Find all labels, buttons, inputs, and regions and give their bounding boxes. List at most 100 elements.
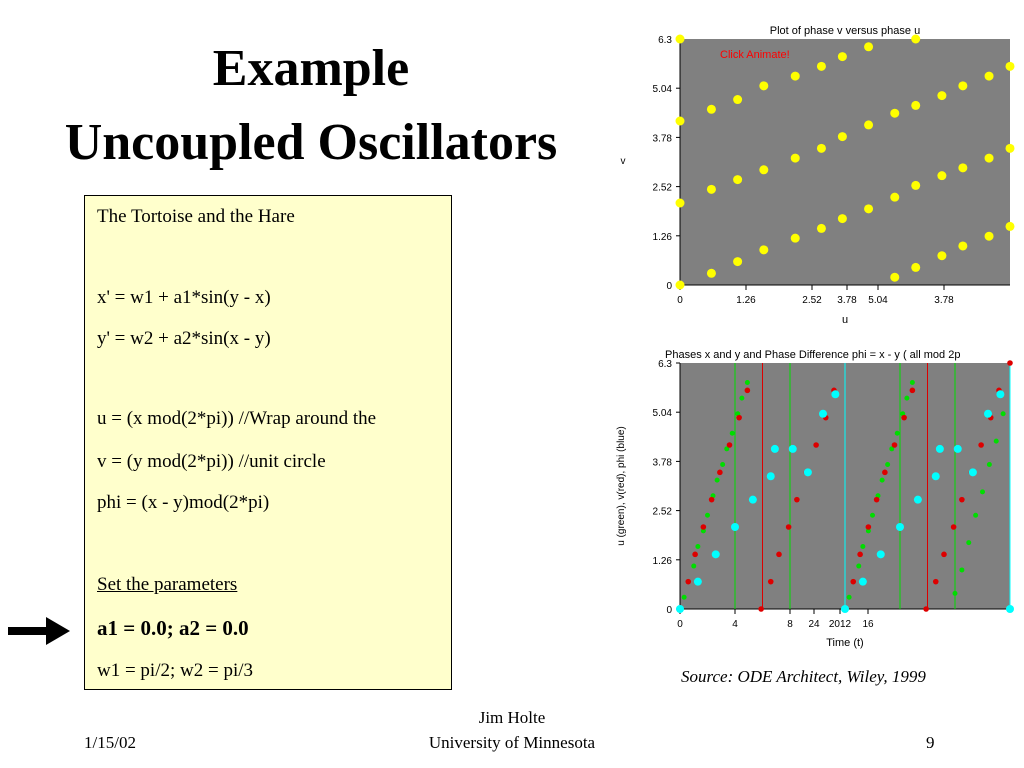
footer-affiliation: University of Minnesota <box>428 733 596 752</box>
phi-blue-point <box>770 444 779 453</box>
phase-point <box>890 272 900 282</box>
chart1-y-tick-label: 0 <box>666 281 672 292</box>
chart1-annotation: Click Animate! <box>720 49 790 61</box>
phase-point <box>675 116 685 126</box>
phi-blue-point <box>731 523 739 531</box>
phase-point <box>675 280 685 290</box>
chart1-y-tick-label: 1.26 <box>653 232 673 243</box>
equation-u: u = (x mod(2*pi)) //Wrap around the <box>97 408 377 429</box>
phase-point <box>937 91 947 101</box>
phase-point <box>958 241 968 251</box>
equation-y-prime: y' = w2 + a2*sin(x - y) <box>97 328 271 349</box>
phase-point <box>984 71 994 81</box>
params-a: a1 = 0.0; a2 = 0.0 <box>97 616 249 640</box>
equations-box: The Tortoise and the Hare x' = w1 + a1*s… <box>84 195 452 690</box>
phase-point <box>1005 61 1015 71</box>
phase-point <box>911 180 921 190</box>
chart1-x-tick-label: 2.52 <box>802 295 822 306</box>
phase-point <box>890 108 900 118</box>
v-red-point <box>873 496 880 503</box>
chart1-y-tick-label: 2.52 <box>653 183 673 194</box>
v-red-point <box>850 578 857 585</box>
arrow-right-icon <box>8 617 70 645</box>
u-green-point <box>885 462 891 468</box>
v-red-point <box>726 442 733 448</box>
phi-blue-point <box>996 390 1005 399</box>
phase-point <box>864 120 874 130</box>
phase-point <box>706 268 716 278</box>
u-green-point <box>894 430 900 436</box>
phase-point <box>816 223 826 233</box>
v-red-point <box>708 496 715 503</box>
phase-point <box>816 143 826 153</box>
phi-blue-point <box>766 472 775 481</box>
phi-blue-point <box>1006 605 1014 613</box>
v-red-point <box>857 551 863 558</box>
phi-blue-point <box>935 444 944 453</box>
phase-point <box>759 165 769 175</box>
phase-point <box>958 81 968 91</box>
chart2-y-tick-label: 3.78 <box>653 457 673 468</box>
u-green-point <box>966 540 972 546</box>
chart1-x-tick-label: 1.26 <box>736 295 756 306</box>
chart2-y-tick-label: 0 <box>666 605 672 616</box>
phi-blue-point <box>913 495 922 504</box>
chart1-ylabel: v <box>621 156 626 167</box>
equation-phi: phi = (x - y)mod(2*pi) <box>97 492 270 513</box>
u-green-point <box>973 512 979 518</box>
v-red-point <box>776 551 782 558</box>
phi-blue-point <box>984 409 992 418</box>
chart2-y-tick-label: 1.26 <box>653 556 673 567</box>
u-green-point <box>720 462 726 468</box>
phase-point <box>864 204 874 214</box>
u-green-point <box>1000 411 1006 417</box>
chart2-x-tick-label: 2012 <box>829 619 852 630</box>
u-green-point <box>724 446 730 452</box>
u-green-point <box>909 380 915 386</box>
u-green-point <box>729 430 735 436</box>
phase-point <box>733 257 743 267</box>
chart1-x-tick-label: 3.78 <box>837 295 857 306</box>
u-green-point <box>714 477 720 483</box>
slide-title-line2: Uncoupled Oscillators <box>64 114 558 171</box>
phi-blue-point <box>841 605 849 613</box>
v-red-point <box>813 442 819 448</box>
u-green-point <box>860 544 866 550</box>
phase-point <box>984 231 994 241</box>
phase-point <box>864 42 874 52</box>
phase-point <box>706 184 716 194</box>
u-green-point <box>739 395 745 401</box>
chart1-x-tick-label: 5.04 <box>868 295 888 306</box>
u-green-point <box>870 512 875 518</box>
u-green-point <box>904 395 910 401</box>
chart2-x-tick-label: 0 <box>677 619 683 630</box>
v-red-point <box>865 524 872 530</box>
phase-point <box>911 262 921 272</box>
v-red-point <box>1007 360 1013 366</box>
v-red-point <box>932 578 939 585</box>
u-green-point <box>856 563 862 569</box>
chart1-y-tick-label: 3.78 <box>653 133 673 144</box>
params-w: w1 = pi/2; w2 = pi/3 <box>97 660 254 681</box>
set-parameters-heading: Set the parameters <box>97 574 238 595</box>
u-green-point <box>705 512 710 518</box>
v-red-point <box>744 387 751 394</box>
phase-point <box>890 192 900 202</box>
phase-point <box>816 61 826 71</box>
u-green-point <box>959 567 965 573</box>
time-series-chart: Phases x and y and Phase Difference phi … <box>616 349 1014 649</box>
slide-title-line1: Example <box>212 40 410 97</box>
phi-blue-point <box>896 523 904 531</box>
chart1-y-tick-label: 5.04 <box>653 84 673 95</box>
u-green-point <box>952 590 958 596</box>
chart2-x-tick-label: 24 <box>808 619 820 630</box>
v-red-point <box>882 469 888 476</box>
v-red-point <box>685 578 692 585</box>
chart2-x-tick-label: 4 <box>732 619 738 630</box>
chart2-y-tick-label: 2.52 <box>653 507 673 518</box>
footer-author: Jim Holte <box>478 708 546 727</box>
chart2-y-tick-label: 6.3 <box>658 359 672 370</box>
phase-point <box>790 233 800 243</box>
v-red-point <box>717 469 723 476</box>
phase-point <box>1005 143 1015 153</box>
